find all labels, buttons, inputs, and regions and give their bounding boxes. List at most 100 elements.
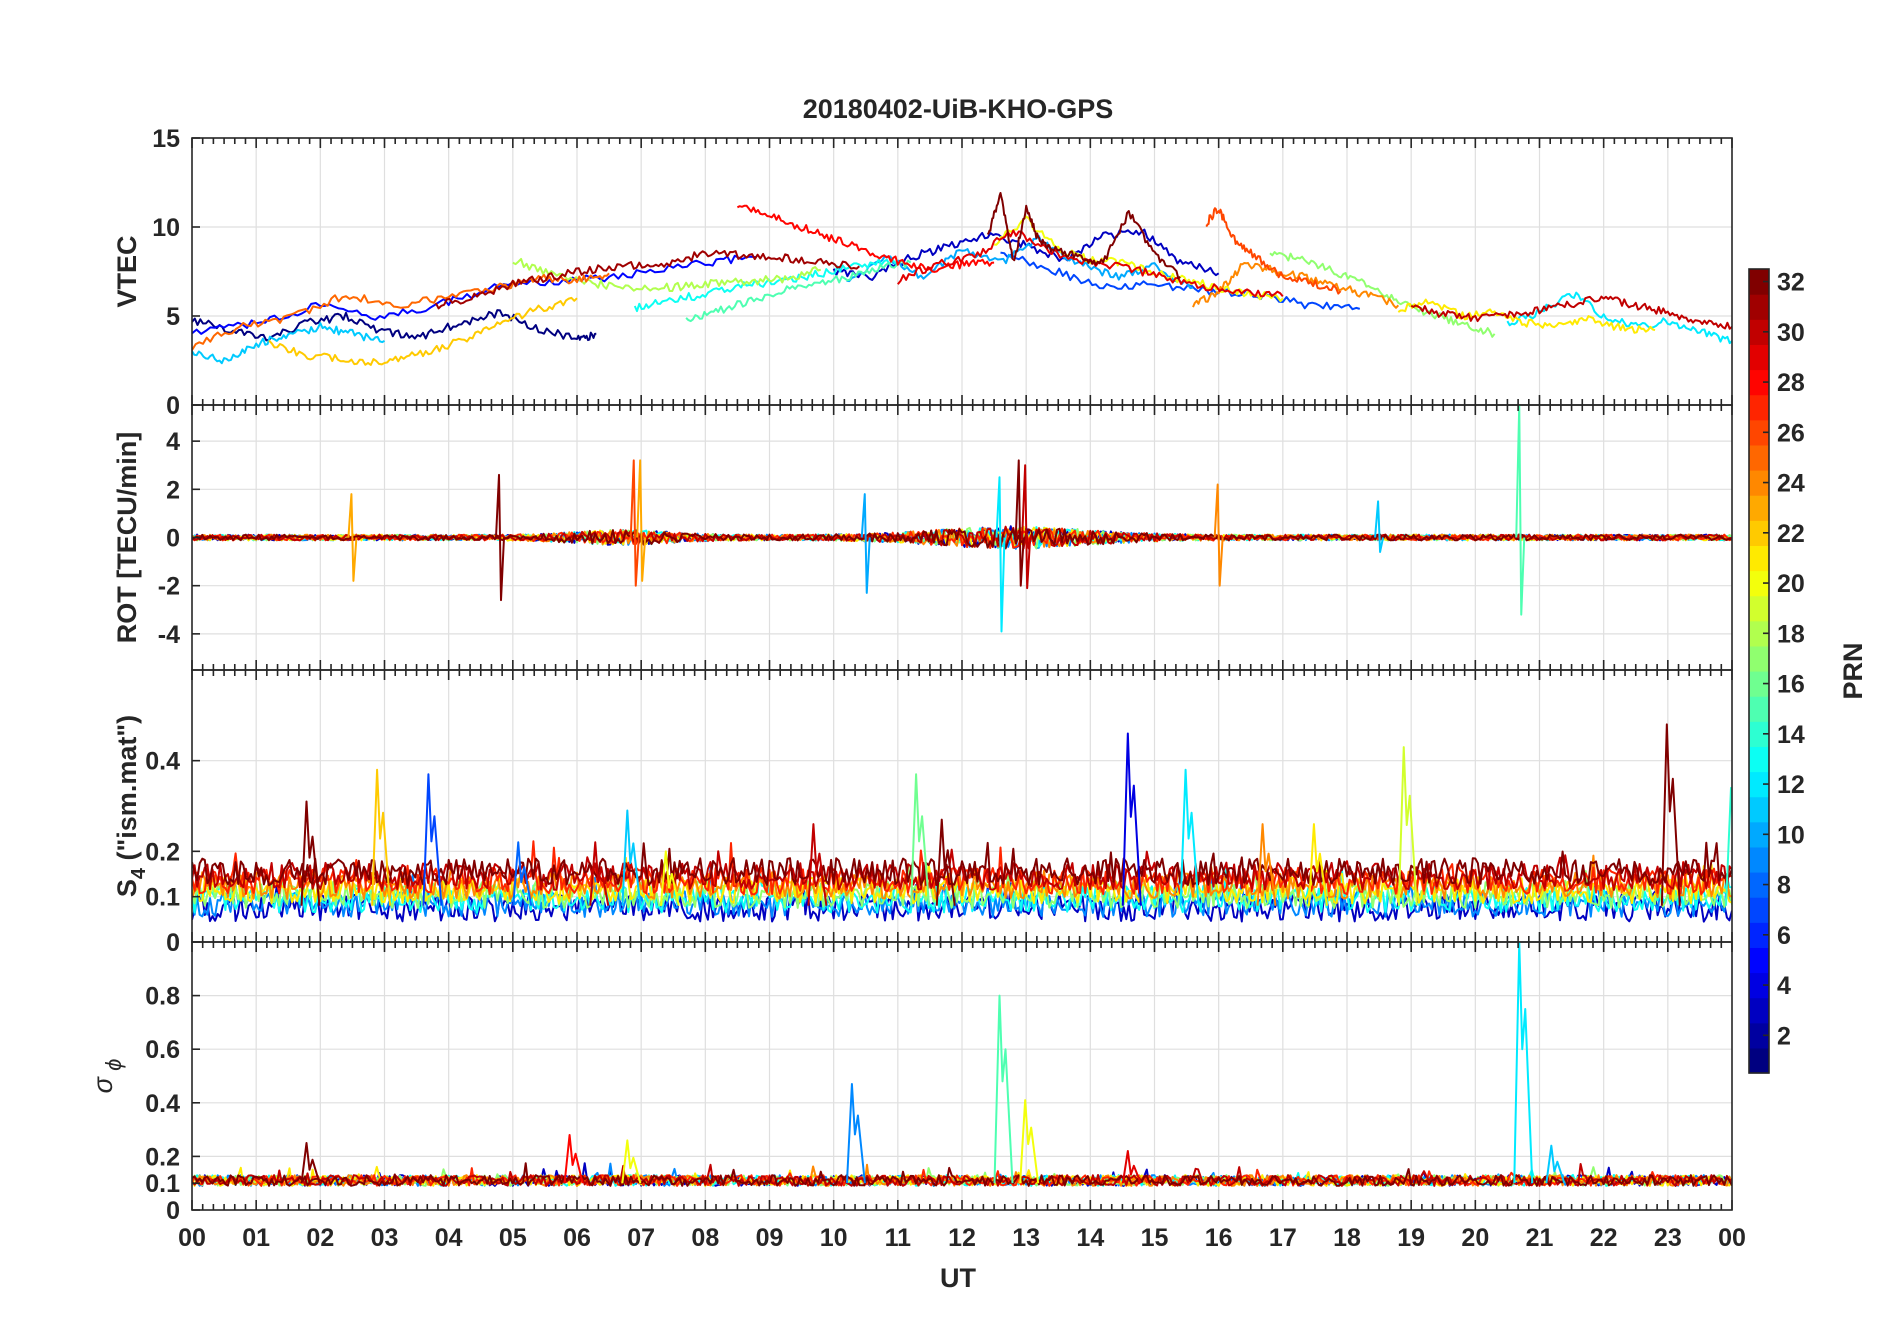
x-axis-label: UT	[940, 1263, 976, 1293]
colorbar-segment	[1749, 821, 1769, 848]
x-tick-label: 16	[1205, 1224, 1233, 1252]
rot-spike-prn-23	[636, 459, 647, 582]
noise-trace-prn-27	[192, 840, 1732, 896]
colorbar-tick-label: 26	[1777, 419, 1805, 447]
vtec-curve-prn-11	[192, 322, 385, 365]
x-tick-label: 23	[1654, 1224, 1682, 1252]
s4-spike-prn-30	[589, 841, 610, 906]
y-tick-label: 0.8	[145, 983, 180, 1011]
colorbar-segment	[1749, 419, 1769, 446]
plot-area-vtec	[192, 192, 1732, 366]
x-tick-label: 04	[435, 1224, 463, 1252]
x-tick-label: 02	[306, 1224, 334, 1252]
y-tick-label: -4	[158, 621, 180, 649]
noise-trace-prn-32	[192, 841, 1732, 887]
colorbar-segment	[1749, 997, 1769, 1024]
colorbar-segment	[1749, 620, 1769, 647]
colorbar-segment	[1749, 922, 1769, 948]
y-tick-label: 0	[166, 392, 180, 420]
x-tick-label: 18	[1333, 1224, 1361, 1252]
vtec-curve-prn-28	[736, 204, 995, 273]
colorbar-segment	[1749, 897, 1769, 923]
x-tick-label: 19	[1397, 1224, 1425, 1252]
s4-spike-prn-22	[371, 768, 392, 906]
colorbar-segment	[1749, 846, 1769, 873]
rot-spike-prn-26	[629, 459, 640, 587]
x-tick-label: 06	[563, 1224, 591, 1252]
vtec-curve-prn-17	[1269, 251, 1496, 338]
colorbar-tick-label: 4	[1777, 972, 1791, 1000]
colorbar-segment	[1749, 645, 1769, 672]
colorbar-tick-label: 22	[1777, 520, 1805, 548]
sigma_phi-spike-prn-9	[845, 1083, 866, 1184]
x-tick-label: 11	[885, 1224, 912, 1252]
vtec-curve-prn-7	[1000, 251, 1361, 311]
colorbar-segment	[1749, 570, 1769, 597]
colorbar-segment	[1749, 520, 1769, 546]
s4-spike-prn-19	[1397, 746, 1418, 906]
y-tick-label: 10	[152, 214, 180, 242]
sigma_phi-spike-prn-12	[1513, 942, 1534, 1184]
x-tick-label: 01	[242, 1224, 270, 1252]
sigma_phi-spike-prn-29	[1121, 1150, 1142, 1184]
vtec-curve-prn-30	[1410, 295, 1732, 330]
colorbar-frame	[1748, 268, 1770, 1074]
x-tick-label: 00	[178, 1224, 206, 1252]
noise-trace-prn-32	[192, 527, 1732, 550]
chart-title: 20180402-UiB-KHO-GPS	[803, 94, 1114, 124]
y-tick-label: 4	[166, 428, 180, 456]
s4-spike-prn-30	[807, 823, 828, 906]
vtec-curve-prn-1	[192, 309, 597, 342]
colorbar-tick-label: 8	[1777, 872, 1791, 900]
colorbar-segment	[1749, 369, 1769, 396]
vtec-curve-prn-13	[633, 258, 899, 313]
colorbar-segment	[1749, 796, 1769, 823]
x-tick-label: 10	[820, 1224, 848, 1252]
vtec-curve-prn-15	[685, 259, 912, 323]
x-tick-label: 21	[1526, 1224, 1554, 1252]
x-tick-label: 03	[371, 1224, 399, 1252]
x-ticks-rot	[191, 405, 1733, 670]
colorbar-tick-label: 6	[1777, 922, 1791, 950]
colorbar-segment	[1749, 444, 1769, 471]
colorbar-tick-label: 24	[1777, 470, 1805, 498]
y-tick-label: 0	[166, 929, 180, 957]
y-axis-label-s4: S4 ("ism.mat")	[112, 715, 150, 897]
plot-area-rot	[192, 405, 1732, 633]
y-tick-label: 0.2	[145, 838, 180, 866]
x-ticks-vtec	[191, 138, 1733, 405]
sigma_phi-spike-prn-20	[621, 1139, 642, 1184]
colorbar-segment	[1749, 696, 1769, 722]
colorbar-segment	[1749, 344, 1769, 371]
x-tick-label: 12	[948, 1224, 976, 1252]
colorbar-segment	[1749, 721, 1769, 747]
s4-spike-prn-14	[1725, 786, 1732, 906]
s4-spike-prn-7	[422, 773, 443, 906]
vtec-curve-prn-25	[192, 272, 610, 351]
y-axis-label-vtec: VTEC	[112, 235, 142, 307]
noise-trace-prn-32	[192, 1162, 1732, 1187]
colorbar-segment	[1749, 595, 1769, 622]
rot-spike-prn-32	[1014, 459, 1025, 587]
colorbar-tick-label: 12	[1777, 771, 1805, 799]
s4-spike-prn-32	[1660, 723, 1681, 906]
sigma_phi-spike-prn-11	[1545, 1144, 1566, 1184]
colorbar-tick-label: 32	[1777, 269, 1805, 297]
vtec-curve-prn-31	[434, 249, 860, 310]
y-tick-label: 0	[166, 1197, 180, 1225]
rot-spike-prn-30	[1021, 464, 1032, 590]
y-tick-label: 0.1	[145, 884, 180, 912]
vtec-curve-prn-21	[1397, 298, 1656, 334]
colorbar-segment	[1749, 294, 1769, 320]
rot-spike-prn-11	[1374, 500, 1385, 553]
y-tick-label: 0	[166, 525, 180, 553]
colorbar-label: PRN	[1838, 642, 1868, 699]
y-tick-label: 2	[166, 476, 180, 504]
colorbar-segment	[1749, 771, 1769, 798]
y-tick-label: 0.1	[145, 1170, 180, 1198]
x-tick-label: 05	[499, 1224, 527, 1252]
colorbar-segment	[1749, 671, 1769, 697]
x-tick-label: 00	[1718, 1224, 1746, 1252]
